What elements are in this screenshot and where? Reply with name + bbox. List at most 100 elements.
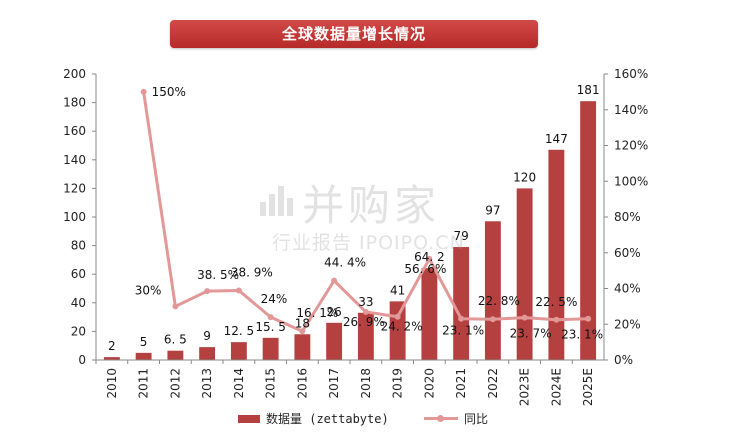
yoy-value-label: 22. 5% [535,295,577,309]
left-tick-label: 60 [71,267,86,281]
bar-value-label: 15. 5 [255,320,286,334]
right-tick-label: 160% [614,67,648,81]
yoy-point [235,287,242,294]
bar-value-label: 2 [108,339,116,353]
yoy-value-label: 24% [261,292,288,306]
right-tick-label: 60% [614,246,641,260]
bar-value-label: 26 [326,305,341,319]
left-tick-label: 20 [71,324,86,338]
chart-title: 全球数据量增长情况 [170,20,538,48]
bar-value-label: 18 [295,316,310,330]
bar [453,247,470,360]
bar [262,337,279,360]
yoy-point [172,303,179,310]
yoy-point [362,308,369,315]
right-tick-label: 0% [614,353,633,367]
yoy-point [426,255,433,262]
legend-line-label: 同比 [464,412,489,426]
yoy-value-label: 44. 4% [324,256,366,270]
legend: 数据量 (zettabyte) 同比 [238,410,558,430]
yoy-point [204,288,211,295]
right-tick-label: 80% [614,210,641,224]
bar [580,101,597,361]
bar [421,268,438,360]
yoy-point [267,314,274,321]
legend-item-line: 同比 [424,410,488,427]
yoy-point [585,315,592,322]
left-tick-label: 80 [71,239,86,253]
right-tick-label: 140% [614,103,648,117]
x-tick-label: 2012 [168,368,182,399]
bar [326,322,343,360]
x-tick-label: 2011 [137,368,151,399]
yoy-point [521,314,528,321]
yoy-value-label: 56. 6% [404,262,446,276]
bar-value-label: 64. 2 [414,250,445,264]
left-tick-label: 200 [63,67,86,81]
x-tick-label: 2010 [105,368,119,399]
x-tick-label: 2016 [295,368,309,399]
x-tick-label: 2022 [486,368,500,399]
x-tick-label: 2014 [232,368,246,399]
yoy-point [489,316,496,323]
bar [484,221,501,360]
bar [294,334,311,360]
yoy-value-label: 24. 2% [381,320,423,334]
legend-line-swatch [424,415,458,422]
left-tick-label: 40 [71,296,86,310]
bar-value-label: 147 [545,132,568,146]
yoy-value-label: 22. 8% [478,294,520,308]
bar-value-label: 97 [485,203,500,217]
yoy-value-label: 150% [152,85,186,99]
yoy-value-label: 23. 1% [442,324,484,338]
x-tick-label: 2017 [327,368,341,399]
bar-value-label: 41 [390,283,405,297]
yoy-point [299,328,306,335]
x-tick-label: 2019 [391,368,405,399]
legend-item-bars: 数据量 (zettabyte) [238,410,389,427]
yoy-value-label: 23. 1% [561,328,603,342]
yoy-value-label: 26. 9% [343,315,385,329]
x-tick-label: 2024E [549,368,563,406]
bar [548,149,565,360]
left-tick-label: 100 [63,210,86,224]
left-tick-label: 120 [63,181,86,195]
bar [199,347,216,360]
left-tick-label: 160 [63,124,86,138]
bar [357,312,374,360]
bar-value-label: 12. 5 [224,324,255,338]
x-tick-label: 2025E [581,368,595,406]
bar-value-label: 5 [140,335,148,349]
legend-bar-label: 数据量 (zettabyte) [266,412,389,426]
legend-bar-swatch [238,414,260,423]
bar [135,352,152,360]
bar-value-label: 120 [513,170,536,184]
bar [230,342,247,360]
left-tick-label: 140 [63,153,86,167]
right-tick-label: 120% [614,139,648,153]
yoy-point [553,316,560,323]
yoy-value-label: 38. 9% [231,265,273,279]
yoy-value-label: 16. 1% [296,306,338,320]
x-tick-label: 2013 [200,368,214,399]
right-tick-label: 40% [614,282,641,296]
bar-value-label: 181 [577,83,600,97]
bar [167,350,184,360]
x-tick-label: 2015 [264,368,278,399]
yoy-point [458,315,465,322]
bar [103,357,120,360]
x-tick-label: 2021 [454,368,468,399]
x-tick-label: 2023E [518,368,532,406]
yoy-point [331,277,338,284]
yoy-value-label: 38. 5% [197,268,239,282]
x-tick-label: 2018 [359,368,373,399]
x-tick-label: 2020 [422,368,436,399]
bar-value-label: 9 [203,329,211,343]
bar-value-label: 6. 5 [164,333,187,347]
yoy-value-label: 23. 7% [510,327,552,341]
yoy-point [140,88,147,95]
bar-value-label: 79 [453,229,468,243]
bar-value-label: 33 [358,295,373,309]
right-tick-label: 100% [614,174,648,188]
